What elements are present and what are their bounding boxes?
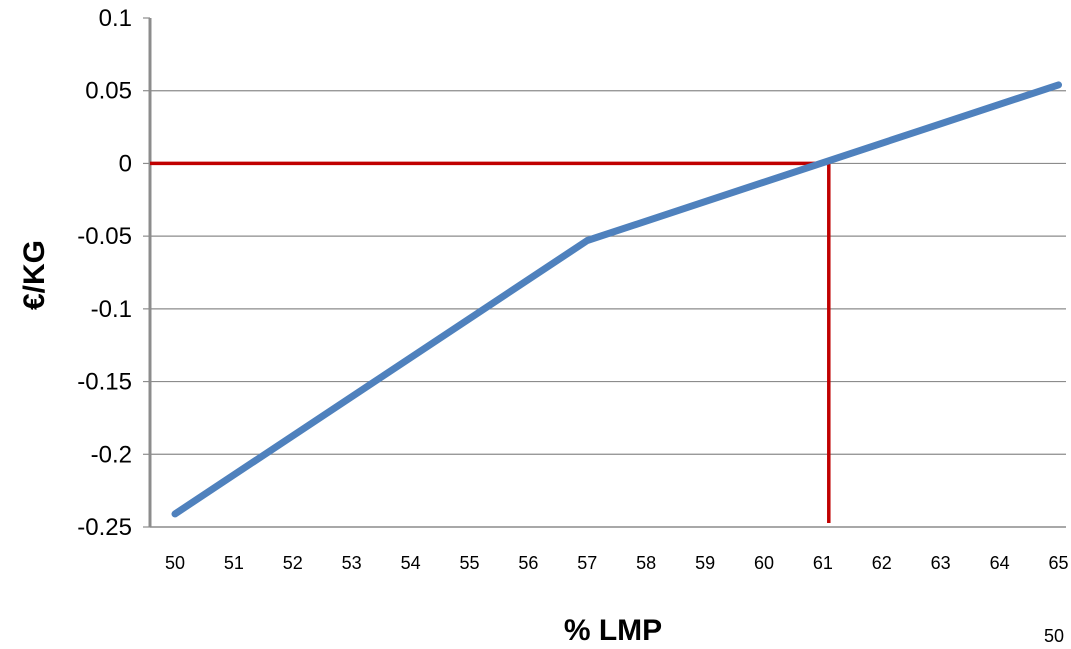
reference-lines — [150, 161, 831, 523]
y-tick-labels: 0.1 0.05 0 -0.05 -0.1 -0.15 -0.2 -0.25 — [77, 5, 132, 541]
page-number: 50 — [1044, 626, 1064, 646]
x-tick-label: 57 — [577, 553, 597, 573]
y-tick-label: 0.05 — [85, 78, 132, 105]
x-tick-label: 60 — [754, 553, 774, 573]
x-tick-label: 55 — [459, 553, 479, 573]
x-tick-label: 64 — [990, 553, 1010, 573]
y-axis-title: €/KG — [18, 240, 51, 310]
y-tick-label: -0.05 — [77, 223, 132, 250]
series-group — [171, 81, 1062, 518]
series-line — [171, 81, 1062, 518]
x-tick-label: 59 — [695, 553, 715, 573]
x-tick-label: 61 — [813, 553, 833, 573]
x-tick-label: 53 — [342, 553, 362, 573]
x-axis-title: % LMP — [564, 614, 662, 647]
y-tick-label: 0.1 — [99, 5, 132, 32]
y-tick-label: -0.1 — [91, 296, 132, 323]
x-tick-label: 52 — [283, 553, 303, 573]
x-tick-label: 62 — [872, 553, 892, 573]
x-tick-label: 50 — [165, 553, 185, 573]
x-tick-label: 65 — [1048, 553, 1068, 573]
x-tick-label: 51 — [224, 553, 244, 573]
x-tick-label: 63 — [931, 553, 951, 573]
x-tick-label: 54 — [401, 553, 421, 573]
gridlines — [150, 90, 1066, 455]
y-tick-label: -0.2 — [91, 441, 132, 468]
axes — [143, 17, 1066, 528]
y-tick-label: -0.15 — [77, 369, 132, 396]
x-tick-label: 56 — [518, 553, 538, 573]
x-tick-label: 58 — [636, 553, 656, 573]
y-tick-label: -0.25 — [77, 514, 132, 541]
x-tick-labels: 50 51 52 53 54 55 56 57 58 59 60 61 62 63 64 65 — [165, 553, 1069, 573]
y-tick-label: 0 — [119, 150, 132, 177]
